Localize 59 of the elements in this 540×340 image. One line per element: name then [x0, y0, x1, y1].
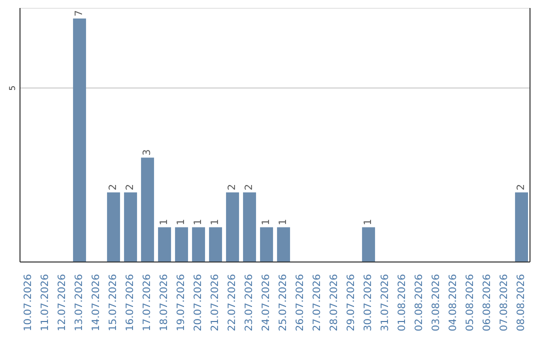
data-label: 2 [108, 184, 120, 190]
bar [226, 192, 240, 262]
data-label: 1 [193, 218, 204, 226]
x-tick-label: 27.07.2026 [312, 274, 323, 332]
data-label: 2 [516, 184, 528, 190]
data-label: 2 [125, 184, 136, 190]
data-label: 2 [244, 184, 256, 190]
data-label: 1 [159, 218, 170, 226]
bar [209, 227, 222, 262]
data-label: 7 [74, 10, 86, 16]
x-tick-label: 08.08.2026 [516, 274, 527, 332]
x-tick-label: 05.08.2026 [465, 274, 476, 332]
bar [515, 192, 528, 262]
x-tick-label: 14.07.2026 [91, 274, 102, 332]
data-label: 1 [261, 218, 272, 226]
bar [175, 227, 188, 262]
bar [277, 227, 290, 262]
data-label: 1 [210, 218, 222, 226]
x-tick-label: 15.07.2026 [108, 274, 119, 332]
y-tick-label: 5 [8, 85, 17, 91]
x-tick-label: 30.07.2026 [363, 274, 374, 332]
x-tick-label: 12.07.2026 [57, 274, 68, 332]
x-tick-label: 06.08.2026 [482, 274, 493, 332]
x-tick-label: 04.08.2026 [448, 274, 459, 332]
x-tick-label: 01.08.2026 [397, 274, 408, 332]
x-tick-label: 28.07.2026 [329, 274, 340, 332]
x-tick-label: 10.07.2026 [23, 274, 34, 332]
x-tick-label: 29.07.2026 [346, 274, 357, 332]
x-tick-label: 02.08.2026 [414, 274, 425, 332]
x-tick-label: 03.08.2026 [431, 274, 442, 332]
bar [192, 227, 206, 262]
data-label: 1 [278, 218, 290, 226]
x-tick-label: 21.07.2026 [210, 274, 221, 332]
x-tick-label: 11.07.2026 [40, 274, 51, 332]
bar [73, 18, 86, 262]
bar [243, 192, 256, 262]
x-tick-label: 13.07.2026 [74, 274, 85, 332]
x-tick-label: 20.07.2026 [193, 274, 204, 332]
bar [260, 227, 274, 262]
bar [141, 158, 154, 262]
bar [158, 227, 172, 262]
data-label: 2 [227, 184, 238, 190]
x-tick-label: 25.07.2026 [278, 274, 289, 332]
x-tick-label: 23.07.2026 [244, 274, 255, 332]
data-label: 1 [363, 218, 374, 226]
x-tick-label: 16.07.2026 [125, 274, 136, 332]
x-tick-label: 26.07.2026 [295, 274, 306, 332]
bar [107, 192, 120, 262]
x-tick-label: 24.07.2026 [261, 274, 272, 332]
x-tick-label: 22.07.2026 [227, 274, 238, 332]
x-tick-label: 31.07.2026 [380, 274, 391, 332]
x-tick-label: 19.07.2026 [176, 274, 187, 332]
x-tick-label: 07.08.2026 [499, 274, 510, 332]
data-label: 3 [142, 149, 154, 156]
x-tick-label: 18.07.2026 [159, 274, 170, 332]
bar [124, 192, 138, 262]
bar [362, 227, 376, 262]
x-tick-label: 17.07.2026 [142, 274, 153, 332]
data-label: 1 [176, 218, 188, 226]
